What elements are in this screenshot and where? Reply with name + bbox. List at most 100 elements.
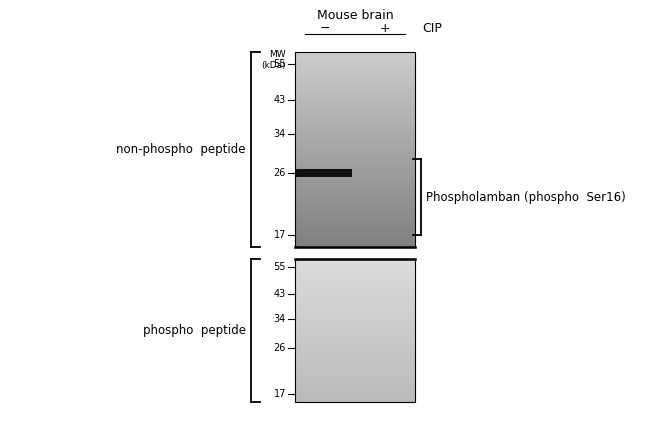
Bar: [295, 284, 415, 285]
Bar: [295, 326, 415, 327]
Bar: [295, 333, 415, 334]
Bar: [295, 381, 415, 382]
Bar: [295, 272, 415, 273]
Bar: [295, 400, 415, 401]
Bar: [295, 221, 415, 223]
Bar: [295, 390, 415, 391]
Bar: [295, 398, 415, 400]
Bar: [295, 229, 415, 231]
Text: 43: 43: [274, 95, 286, 105]
Bar: [295, 161, 415, 162]
Bar: [295, 352, 415, 353]
Bar: [295, 75, 415, 76]
Bar: [295, 354, 415, 355]
Bar: [295, 86, 415, 88]
Bar: [295, 182, 415, 184]
Bar: [295, 295, 415, 296]
Bar: [295, 170, 415, 172]
Bar: [295, 278, 415, 279]
Bar: [295, 270, 415, 271]
Bar: [295, 259, 415, 260]
Bar: [295, 397, 415, 398]
Bar: [295, 94, 415, 96]
Bar: [295, 370, 415, 371]
Bar: [295, 346, 415, 347]
Text: Mouse brain: Mouse brain: [317, 9, 393, 22]
Bar: [295, 164, 415, 166]
Bar: [295, 111, 415, 112]
Bar: [295, 297, 415, 298]
Bar: [295, 233, 415, 234]
Bar: [295, 308, 415, 309]
Bar: [295, 83, 415, 84]
Bar: [295, 306, 415, 307]
Bar: [295, 376, 415, 377]
Bar: [295, 92, 415, 94]
Bar: [295, 159, 415, 161]
Bar: [295, 231, 415, 233]
Bar: [295, 394, 415, 395]
Bar: [295, 210, 415, 211]
Bar: [295, 180, 415, 182]
Bar: [295, 197, 415, 198]
Bar: [295, 143, 415, 145]
Bar: [295, 336, 415, 338]
Bar: [295, 187, 415, 189]
Bar: [295, 285, 415, 287]
Bar: [295, 206, 415, 208]
Bar: [295, 198, 415, 200]
Bar: [295, 185, 415, 187]
Text: −: −: [320, 22, 330, 35]
Bar: [295, 140, 415, 141]
Bar: [295, 320, 415, 321]
Text: 17: 17: [274, 230, 286, 240]
Bar: [295, 130, 415, 132]
Bar: [295, 54, 415, 55]
Text: 26: 26: [274, 343, 286, 353]
Bar: [295, 141, 415, 143]
Bar: [295, 360, 415, 362]
Bar: [295, 323, 415, 325]
Bar: [295, 107, 415, 109]
Bar: [295, 274, 415, 276]
Bar: [295, 120, 415, 122]
Bar: [295, 145, 415, 146]
Bar: [295, 76, 415, 78]
Bar: [295, 298, 415, 300]
Bar: [295, 262, 415, 264]
Bar: [295, 325, 415, 326]
Bar: [295, 106, 415, 107]
Bar: [295, 70, 415, 71]
Bar: [295, 192, 415, 193]
Bar: [295, 342, 415, 344]
Bar: [295, 104, 415, 106]
Bar: [295, 154, 415, 156]
Bar: [295, 136, 415, 138]
Bar: [295, 133, 415, 135]
Bar: [295, 351, 415, 352]
Bar: [295, 62, 415, 63]
Bar: [295, 60, 415, 62]
Bar: [295, 237, 415, 239]
Bar: [295, 281, 415, 283]
Bar: [295, 101, 415, 103]
Bar: [295, 347, 415, 349]
Bar: [295, 189, 415, 190]
Bar: [295, 65, 415, 67]
Bar: [295, 132, 415, 133]
Bar: [295, 288, 415, 289]
Bar: [295, 358, 415, 359]
Bar: [295, 368, 415, 369]
Bar: [295, 344, 415, 345]
Bar: [295, 184, 415, 185]
Bar: [295, 80, 415, 81]
Bar: [295, 214, 415, 216]
Text: Phospholamban (phospho  Ser16): Phospholamban (phospho Ser16): [426, 191, 626, 203]
Bar: [295, 266, 415, 268]
Bar: [295, 195, 415, 197]
Bar: [295, 340, 415, 341]
Bar: [295, 378, 415, 379]
Bar: [295, 211, 415, 213]
Text: 55: 55: [274, 262, 286, 272]
Text: 17: 17: [274, 389, 286, 399]
